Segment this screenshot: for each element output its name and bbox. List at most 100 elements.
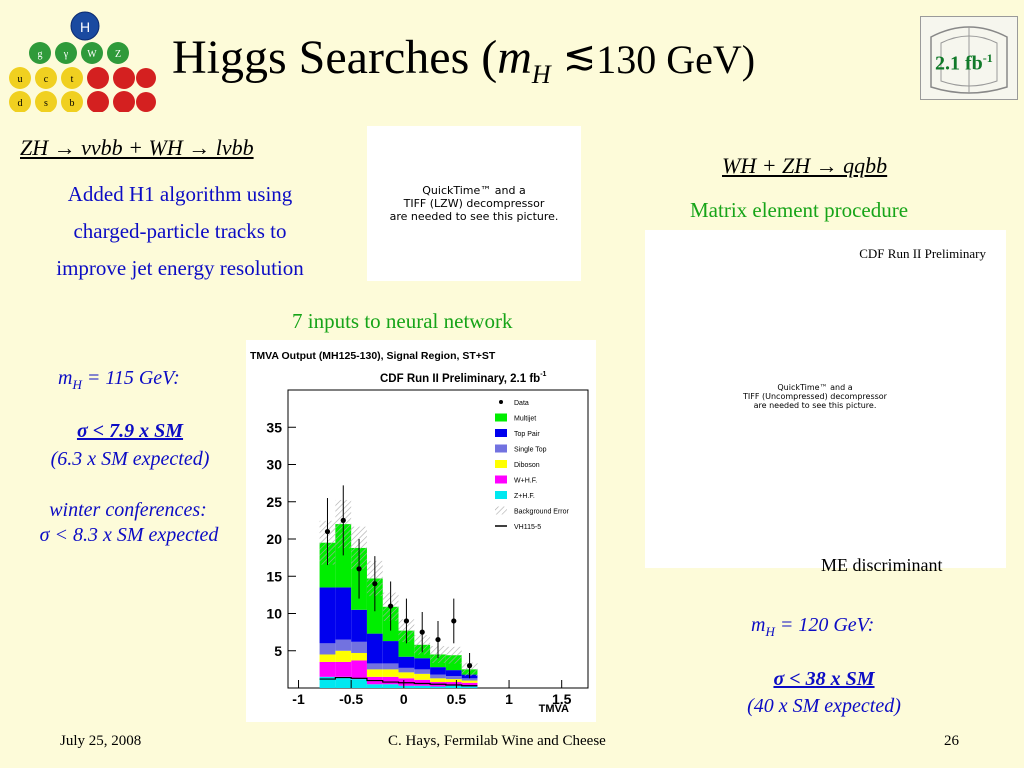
detector-sketch: [930, 26, 1008, 94]
particle-logo: H g γ W Z u c t d s b: [9, 11, 156, 112]
left-observed-limit: σ < 7.9 x SM: [76, 420, 184, 442]
bar-segment: [319, 654, 336, 662]
logo-quarks: u c t d s b: [9, 67, 83, 112]
me-discriminant-axis-label: ME discriminant: [821, 555, 943, 575]
bar-segment: [366, 633, 383, 664]
legend-label: VH115-5: [514, 524, 541, 531]
bar-segment: [335, 587, 352, 640]
bar-segment: [445, 670, 462, 677]
logo-higgs-label: H: [80, 19, 90, 35]
logo-label: d: [18, 98, 23, 109]
tmva-plot-svg: TMVA Output (MH125-130), Signal Region, …: [250, 350, 589, 715]
x-tick-label: -1: [292, 691, 305, 707]
bar-segment: [319, 661, 336, 677]
legend-marker: [495, 444, 507, 453]
bar-segment: [445, 676, 462, 680]
legend-label: Z+H.F.: [514, 493, 535, 500]
x-tick-label: 1.5: [552, 691, 572, 707]
legend-marker: [499, 400, 503, 404]
logo-label: t: [71, 74, 74, 85]
bar-segment: [351, 641, 367, 653]
bar-segment: [430, 678, 446, 683]
bar-segment: [461, 682, 478, 687]
bar-segment: [461, 678, 478, 681]
bar-segment: [366, 684, 383, 688]
plot-title: TMVA Output (MH125-130), Signal Region, …: [250, 350, 496, 362]
luminosity-badge: 2.1 fb-1: [920, 16, 1018, 100]
legend-label: Diboson: [514, 462, 540, 469]
data-point: [340, 517, 346, 523]
legend-marker: [495, 413, 507, 422]
bar-segment: [398, 667, 415, 673]
logo-label: s: [44, 98, 48, 109]
bar-segment: [382, 669, 399, 677]
desc-line: improve jet energy resolution: [56, 256, 304, 280]
bar-segment: [382, 684, 399, 688]
legend-label: Top Pair: [514, 431, 540, 438]
data-point: [324, 528, 331, 535]
bar-segment: [398, 678, 415, 686]
logo-label: Z: [115, 49, 121, 60]
bar-segment: [445, 679, 462, 683]
data-point: [372, 581, 378, 587]
bar-segment: [398, 685, 415, 688]
bar-segment: [351, 679, 367, 688]
left-mass-label: mH = 115 GeV:: [58, 367, 180, 392]
data-point: [403, 618, 410, 624]
bar-segment: [430, 686, 446, 688]
y-tick-label: 30: [266, 457, 282, 473]
bar-segment: [414, 658, 431, 670]
desc-line: charged-particle tracks to: [73, 219, 287, 243]
bar-segment: [351, 652, 367, 661]
left-expected-limit: (6.3 x SM expected): [50, 448, 210, 470]
bar-segment: [398, 672, 415, 679]
footer-author: C. Hays, Fermilab Wine and Cheese: [388, 733, 606, 749]
bar-segment: [319, 643, 336, 655]
page-title: Higgs Searches (mH ≲130 GeV): [172, 31, 756, 89]
logo-bosons: g γ W Z: [29, 42, 129, 64]
data-point: [466, 663, 473, 669]
error-band: [445, 646, 462, 664]
y-tick-label: 35: [266, 419, 282, 435]
right-mass-label: mH = 120 GeV:: [751, 614, 875, 639]
data-point: [388, 603, 394, 609]
bar-segment: [382, 641, 399, 664]
legend-label: Data: [514, 400, 529, 407]
logo-label: c: [44, 74, 49, 85]
bar-segment: [319, 676, 336, 688]
legend-marker: [495, 491, 507, 499]
x-tick-label: 1: [505, 691, 513, 707]
y-tick-label: 10: [266, 606, 282, 622]
bar-segment: [461, 686, 478, 688]
winter-limit: σ < 8.3 x SM expected: [39, 524, 219, 546]
bar-segment: [398, 656, 415, 668]
x-tick-label: 0: [400, 691, 408, 707]
logo-label: b: [70, 98, 75, 109]
logo-higgs-ball: [70, 11, 100, 41]
tmva-plot: TMVA Output (MH125-130), Signal Region, …: [246, 340, 596, 722]
y-tick-label: 20: [266, 531, 282, 547]
logo-label: W: [87, 49, 97, 60]
footer-page-number: 26: [944, 733, 959, 749]
x-tick-label: 0.5: [447, 691, 467, 707]
quicktime-placeholder-small: QuickTime™ and a TIFF (LZW) decompressor a…: [367, 126, 581, 281]
badge-text: 2.1 fb-1: [935, 51, 993, 75]
bar-segment: [319, 587, 336, 644]
bar-segment: [445, 685, 462, 688]
right-expected-limit: (40 x SM expected): [747, 695, 901, 717]
legend-label: W+H.F.: [514, 478, 537, 485]
bar-segment: [382, 676, 399, 685]
logo-label: g: [38, 49, 43, 60]
x-tick-label: -0.5: [339, 691, 363, 707]
bar-segment: [335, 661, 352, 677]
bar-segment: [414, 679, 431, 686]
bar-segment: [414, 669, 431, 674]
logo-leptons: [87, 67, 156, 112]
legend-label: Background Error: [514, 509, 570, 516]
y-tick-label: 25: [266, 494, 282, 510]
bar-segment: [414, 673, 431, 680]
bar-segment: [335, 676, 352, 688]
legend-marker: [495, 475, 507, 484]
bar-segment: [366, 663, 383, 670]
